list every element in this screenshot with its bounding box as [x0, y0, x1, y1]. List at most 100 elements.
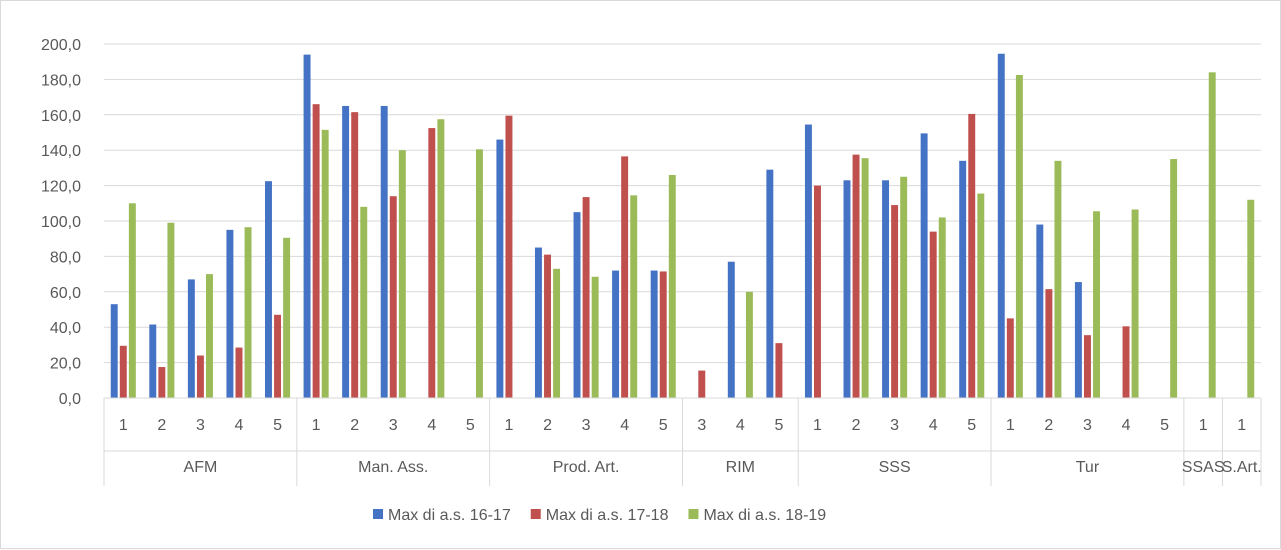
bar: [861, 158, 869, 398]
bar: [1015, 74, 1023, 398]
x-tick-label: 1: [1237, 417, 1246, 434]
bar: [206, 274, 213, 398]
y-tick-label: 20,0: [50, 356, 81, 373]
bar: [698, 370, 706, 398]
x-tick-label: 1: [1006, 417, 1015, 434]
bar: [745, 291, 753, 398]
x-tick-label: 4: [1122, 417, 1131, 434]
bar: [187, 279, 195, 398]
y-tick-label: 120,0: [41, 179, 81, 196]
bar: [312, 104, 320, 399]
x-tick-label: 4: [235, 417, 244, 434]
legend-label: Max di a.s. 18-19: [703, 507, 826, 524]
x-group-label: RIM: [726, 459, 755, 476]
y-tick-label: 100,0: [41, 214, 81, 231]
y-tick-label: 60,0: [50, 285, 81, 302]
bar: [920, 133, 928, 398]
bar: [128, 203, 136, 398]
x-tick-label: 5: [967, 417, 976, 434]
bar: [496, 139, 504, 398]
bar: [534, 247, 542, 398]
bar: [591, 276, 599, 398]
bar: [891, 205, 899, 398]
bar: [968, 113, 976, 398]
bar: [1170, 159, 1178, 398]
bar: [1006, 318, 1014, 398]
bar: [226, 229, 234, 398]
y-tick-label: 200,0: [41, 37, 81, 54]
bar: [389, 196, 397, 398]
x-tick-label: 1: [312, 417, 321, 434]
bar: [544, 254, 551, 398]
bar: [1093, 211, 1100, 398]
bars: [110, 53, 1255, 399]
y-tick-label: 40,0: [50, 320, 81, 337]
x-tick-label: 1: [1199, 417, 1208, 434]
x-tick-label: 4: [620, 417, 629, 434]
x-tick-label: 5: [1160, 417, 1169, 434]
y-tick-label: 180,0: [41, 72, 81, 89]
y-tick-label: 160,0: [41, 108, 81, 125]
bar: [505, 115, 513, 398]
bar: [650, 270, 658, 398]
legend-label: Max di a.s. 17-18: [546, 507, 669, 524]
x-tick-label: 3: [697, 417, 706, 434]
x-tick-label: 3: [196, 417, 205, 434]
bar: [1045, 289, 1053, 398]
bar: [766, 169, 774, 398]
x-group-label: SSS: [879, 459, 911, 476]
bar: [351, 112, 359, 399]
x-tick-label: 5: [466, 417, 475, 434]
x-tick-label: 5: [273, 417, 282, 434]
bar: [437, 119, 445, 398]
bar: [1083, 335, 1091, 398]
bar: [804, 124, 812, 398]
y-tick-label: 80,0: [50, 249, 81, 266]
bar: [997, 53, 1005, 399]
x-tick-label: 3: [890, 417, 899, 434]
bar: [158, 367, 166, 398]
x-tick-label: 1: [504, 417, 513, 434]
x-tick-label: 2: [350, 417, 359, 434]
legend-swatch: [373, 509, 383, 519]
bar: [630, 195, 638, 398]
legend-swatch: [688, 509, 699, 519]
bar: [1131, 209, 1139, 398]
x-tick-label: 5: [659, 417, 668, 434]
x-group-label: S.Art.: [1222, 459, 1262, 476]
x-group-label: SSAS: [1182, 459, 1225, 476]
bar: [882, 180, 890, 398]
bar: [959, 160, 967, 398]
bar: [283, 237, 291, 398]
x-group-label: Prod. Art.: [553, 459, 620, 476]
bar: [1036, 224, 1044, 398]
bar: [668, 174, 676, 398]
x-tick-label: 4: [929, 417, 938, 434]
bar: [938, 217, 946, 398]
bar: [274, 314, 282, 398]
bar: [612, 270, 620, 398]
bar: [1074, 282, 1082, 398]
x-tick-label: 2: [157, 417, 166, 434]
x-tick-label: 3: [389, 417, 398, 434]
x-tick-label: 1: [813, 417, 822, 434]
bar: [110, 304, 118, 398]
bar: [167, 222, 175, 398]
bar: [428, 128, 436, 398]
bar: [398, 150, 406, 398]
x-tick-label: 4: [427, 417, 436, 434]
bar: [196, 355, 204, 398]
gridlines: [104, 43, 1261, 364]
y-tick-label: 140,0: [41, 143, 81, 160]
bar: [814, 185, 821, 398]
x-tick-label: 2: [543, 417, 552, 434]
x-tick-label: 4: [736, 417, 745, 434]
bar: [360, 206, 368, 398]
bar: [265, 181, 272, 398]
x-axis: AFM Man. Ass. Prod. Art. RIM SSS Tur SSASS.Art…: [103, 397, 1262, 486]
x-tick-label: 3: [1083, 417, 1092, 434]
y-tick-label: 0,0: [59, 391, 81, 408]
legend-label: Max di a.s. 16-17: [388, 507, 511, 524]
bar: [1122, 326, 1130, 398]
